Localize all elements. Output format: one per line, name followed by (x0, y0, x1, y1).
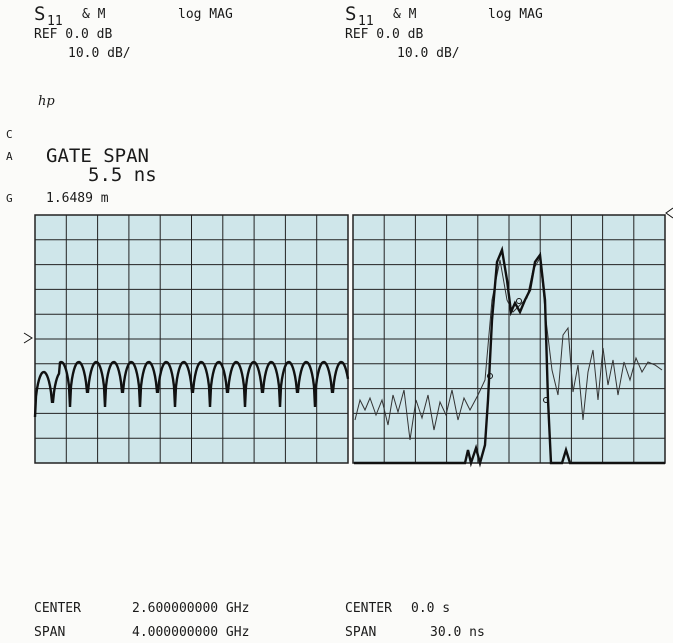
logo: hp (38, 94, 55, 109)
footer-label: CENTER (34, 601, 81, 616)
right-trace-thin (354, 256, 663, 441)
trace: & M (393, 7, 417, 22)
footer-value: 30.0 ns (430, 625, 485, 640)
ref: REF 0.0 dB (345, 27, 423, 42)
gate-value: 5.5 ns (88, 164, 157, 186)
gate-title: GATE SPAN (46, 145, 149, 167)
trace: & M (82, 7, 106, 22)
param: S (345, 3, 356, 25)
flag: A (6, 150, 13, 163)
footer-label: SPAN (34, 625, 65, 640)
param-sub: 11 (47, 14, 63, 29)
footer-value: 4.000000000 GHz (132, 625, 249, 640)
marker (516, 298, 522, 304)
footer-label: CENTER (345, 601, 392, 616)
left-header: S 11 & M log MAG REF 0.0 dB 10.0 dB/ (34, 3, 233, 61)
left-trace (33, 360, 350, 418)
flag: C (6, 128, 13, 141)
ref: REF 0.0 dB (34, 27, 112, 42)
right-trace-gated (354, 245, 665, 468)
param: S (34, 3, 45, 25)
marker (543, 397, 549, 403)
format: log MAG (178, 7, 233, 22)
grids (34, 214, 666, 464)
footer-value: 2.600000000 GHz (132, 601, 249, 616)
ref-pointer (23, 332, 33, 344)
flag: G (6, 192, 13, 205)
marker (487, 373, 493, 379)
param-sub: 11 (358, 14, 374, 29)
scale: 10.0 dB/ (397, 46, 460, 61)
scale: 10.0 dB/ (68, 46, 131, 61)
footer-value: 0.0 s (411, 601, 450, 616)
gate-marker: 1.6489 m (46, 191, 109, 206)
right-header: S 11 & M log MAG REF 0.0 dB 10.0 dB/ (345, 3, 543, 61)
ref-pointer (665, 207, 673, 219)
footer-label: SPAN (345, 625, 376, 640)
format: log MAG (488, 7, 543, 22)
footer: CENTER 2.600000000 GHz SPAN 4.000000000 … (34, 601, 485, 640)
